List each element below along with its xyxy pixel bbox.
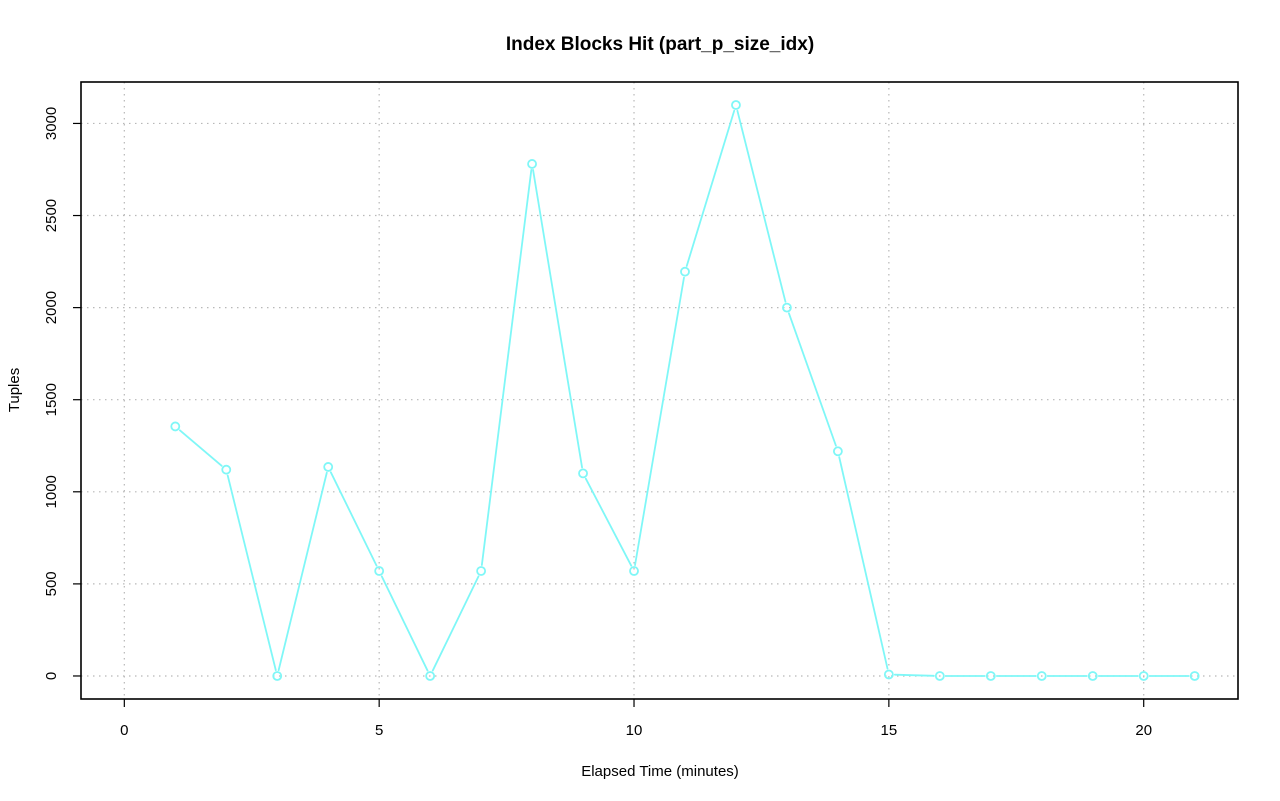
y-tick-label: 1500 bbox=[43, 383, 60, 416]
y-tick-label: 2500 bbox=[43, 199, 60, 232]
series-line-segment bbox=[480, 169, 533, 566]
series-line-segment bbox=[838, 456, 889, 670]
data-point bbox=[578, 468, 588, 479]
series-line-segment bbox=[329, 471, 378, 567]
x-tick-label: 15 bbox=[881, 722, 898, 739]
x-tick-label: 5 bbox=[375, 722, 383, 739]
y-axis: 0 500 1000 1500 2000 2500 3000 bbox=[43, 107, 81, 680]
x-tick-label: 10 bbox=[626, 722, 643, 739]
data-point bbox=[731, 100, 741, 110]
data-point bbox=[323, 462, 334, 472]
series-line-segment bbox=[532, 168, 583, 469]
data-point bbox=[272, 671, 283, 681]
data-point bbox=[883, 669, 894, 680]
plot-frame bbox=[80, 81, 1239, 700]
y-tick-label: 500 bbox=[43, 571, 60, 596]
x-axis-label: Elapsed Time (minutes) bbox=[581, 763, 739, 780]
data-point bbox=[934, 671, 945, 681]
series-line-segment bbox=[380, 575, 429, 672]
x-tick-label: 20 bbox=[1135, 722, 1152, 739]
data-point bbox=[1087, 671, 1098, 681]
y-tick-label: 3000 bbox=[43, 107, 60, 140]
data-point bbox=[985, 671, 996, 681]
data-point bbox=[425, 671, 436, 681]
data-point bbox=[476, 566, 487, 576]
series-line-segment bbox=[788, 312, 837, 447]
data-point bbox=[170, 421, 181, 432]
data-point bbox=[680, 266, 690, 277]
data-point bbox=[1189, 671, 1200, 681]
series-line-segment bbox=[226, 474, 277, 672]
data-point bbox=[527, 159, 537, 169]
chart-title: Index Blocks Hit (part_p_size_idx) bbox=[506, 34, 814, 55]
data-point bbox=[221, 464, 232, 475]
x-axis: 0 5 10 15 20 bbox=[120, 699, 1152, 739]
series-line-segment bbox=[431, 575, 480, 672]
data-point bbox=[1036, 671, 1047, 681]
y-tick-label: 1000 bbox=[43, 475, 60, 508]
x-tick-label: 0 bbox=[120, 722, 128, 739]
data-point bbox=[1138, 671, 1149, 681]
series-line-segment bbox=[277, 471, 328, 672]
series-line-segment bbox=[893, 673, 935, 677]
series-line-segment bbox=[685, 109, 736, 267]
data-point bbox=[832, 446, 843, 457]
y-axis-label: Tuples bbox=[6, 368, 23, 412]
series-line-segment bbox=[584, 477, 633, 567]
data-point bbox=[374, 566, 385, 576]
series-line-segment bbox=[736, 109, 787, 303]
data-point bbox=[782, 302, 792, 313]
data-point bbox=[629, 566, 639, 576]
series-layer bbox=[170, 100, 1200, 681]
y-tick-label: 2000 bbox=[43, 291, 60, 324]
y-tick-label: 0 bbox=[43, 672, 60, 680]
series-line-segment bbox=[178, 429, 223, 467]
series-line-segment bbox=[634, 276, 685, 566]
